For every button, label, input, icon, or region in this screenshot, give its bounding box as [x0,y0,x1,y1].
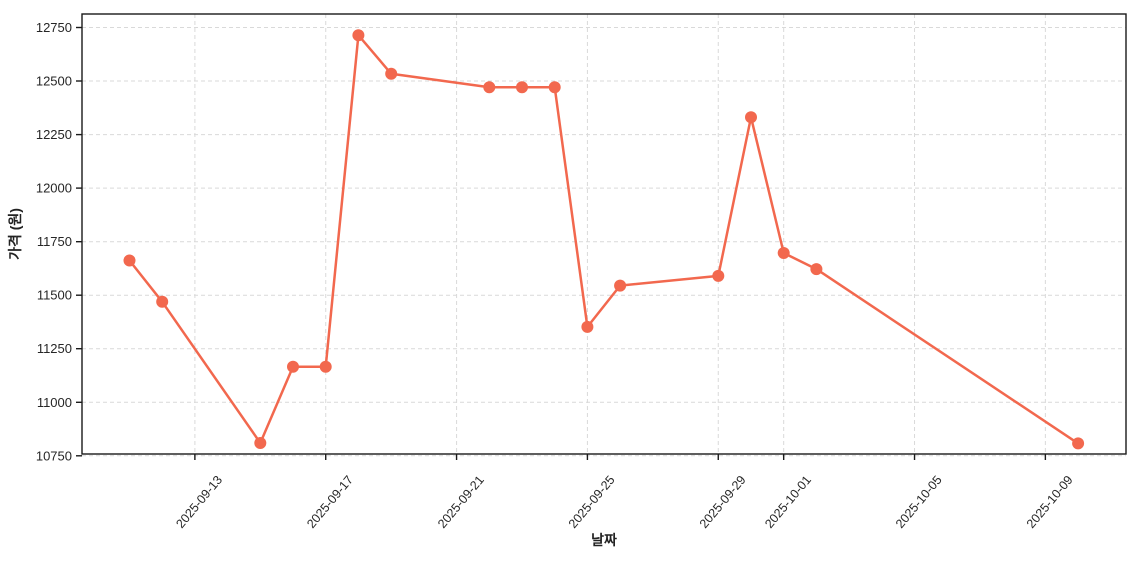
svg-text:11750: 11750 [37,234,72,249]
svg-text:2025-09-25: 2025-09-25 [566,473,618,531]
svg-text:2025-10-01: 2025-10-01 [762,473,814,531]
svg-text:11250: 11250 [37,341,72,356]
svg-text:날짜: 날짜 [591,532,617,548]
svg-text:2025-09-13: 2025-09-13 [173,473,225,531]
svg-text:2025-09-21: 2025-09-21 [435,473,487,531]
svg-text:2025-09-29: 2025-09-29 [697,473,749,531]
svg-text:12750: 12750 [36,20,72,35]
svg-text:12500: 12500 [36,74,72,89]
svg-text:2025-09-17: 2025-09-17 [304,473,356,531]
svg-text:11500: 11500 [37,288,72,303]
svg-text:2025-10-05: 2025-10-05 [893,473,945,531]
svg-text:2025-10-09: 2025-10-09 [1024,473,1076,531]
svg-text:12000: 12000 [36,181,72,196]
svg-text:가격 (원): 가격 (원) [7,208,23,260]
svg-text:10750: 10750 [36,448,72,463]
svg-text:12250: 12250 [36,127,72,142]
svg-text:11000: 11000 [37,395,72,410]
